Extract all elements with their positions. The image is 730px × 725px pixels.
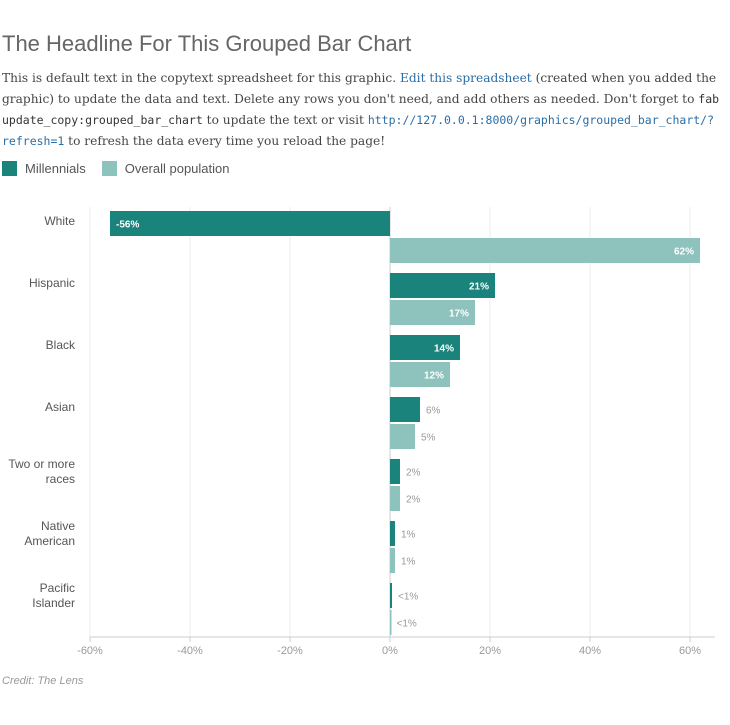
bar <box>390 362 450 387</box>
category-label: White <box>44 214 75 228</box>
data-label: 6% <box>426 406 441 417</box>
bar <box>390 610 392 635</box>
grouped-bar-chart: -60% -40% -20% 0% 20% 40% 60% White -56% 62% Hispa… <box>8 207 715 657</box>
category-label: Pacific <box>40 581 75 595</box>
x-tick-label: -20% <box>277 645 303 657</box>
x-tick-label: 0% <box>382 645 398 657</box>
category-label: Native <box>41 519 75 533</box>
data-label: 17% <box>449 309 469 320</box>
intro-text-2: (created when you added the graphic) to … <box>2 71 717 106</box>
bar <box>390 486 400 511</box>
x-tick-label: -60% <box>77 645 103 657</box>
credit-line: Credit: The Lens <box>2 675 84 687</box>
bar <box>390 238 700 263</box>
intro-text: This is default text in the copytext spr… <box>2 68 728 152</box>
bar <box>390 335 460 360</box>
legend-item-overall-population: Overall population <box>101 160 230 176</box>
bar <box>390 521 395 546</box>
category-label: Islander <box>32 596 75 610</box>
x-tick-label: -40% <box>177 645 203 657</box>
x-tick-label: 20% <box>479 645 501 657</box>
category-label: American <box>24 534 75 548</box>
bar <box>390 300 475 325</box>
intro-text-1: This is default text in the copytext spr… <box>2 71 400 85</box>
data-label: 12% <box>424 371 444 382</box>
data-label: -56% <box>116 220 139 231</box>
intro-text-4: to refresh the data every time you reloa… <box>64 134 386 148</box>
bar <box>390 583 392 608</box>
data-label: 62% <box>674 247 694 258</box>
data-label: 5% <box>421 433 436 444</box>
legend-swatch-millennials <box>2 160 17 176</box>
refresh-url-link[interactable]: http://127.0.0.1:8000/graphics/grouped_b… <box>2 113 715 148</box>
data-label: 1% <box>401 557 416 568</box>
category-label: Two or more <box>8 457 75 471</box>
chart-legend: Millennials Overall population <box>2 159 246 177</box>
data-label: <1% <box>397 619 417 630</box>
category-label: Hispanic <box>29 276 75 290</box>
fab-command: fab update_copy:grouped_bar_chart <box>2 92 720 127</box>
legend-label-millennials: Millennials <box>25 160 86 176</box>
bar <box>390 548 395 573</box>
data-label: 21% <box>469 282 489 293</box>
bar <box>110 211 390 236</box>
edit-spreadsheet-link[interactable]: Edit this spreadsheet <box>399 71 532 85</box>
legend-swatch-overall-population <box>101 160 117 176</box>
legend-item-millennials: Millennials <box>2 160 86 176</box>
data-label: 2% <box>406 468 421 479</box>
category-label: Asian <box>45 400 75 414</box>
bar <box>390 273 495 298</box>
data-label: <1% <box>398 592 418 603</box>
x-tick-label: 60% <box>679 645 701 657</box>
category-label: races <box>46 472 75 486</box>
x-tick-label: 40% <box>579 645 601 657</box>
page-title: The Headline For This Grouped Bar Chart <box>2 31 412 56</box>
category-label: Black <box>46 338 76 352</box>
bar <box>390 459 400 484</box>
data-label: 14% <box>434 344 454 355</box>
intro-text-3: to update the text or visit <box>202 113 368 127</box>
data-label: 2% <box>406 495 421 506</box>
bar <box>390 397 420 422</box>
bar <box>390 424 415 449</box>
data-label: 1% <box>401 530 416 541</box>
legend-label-overall-population: Overall population <box>124 160 230 176</box>
